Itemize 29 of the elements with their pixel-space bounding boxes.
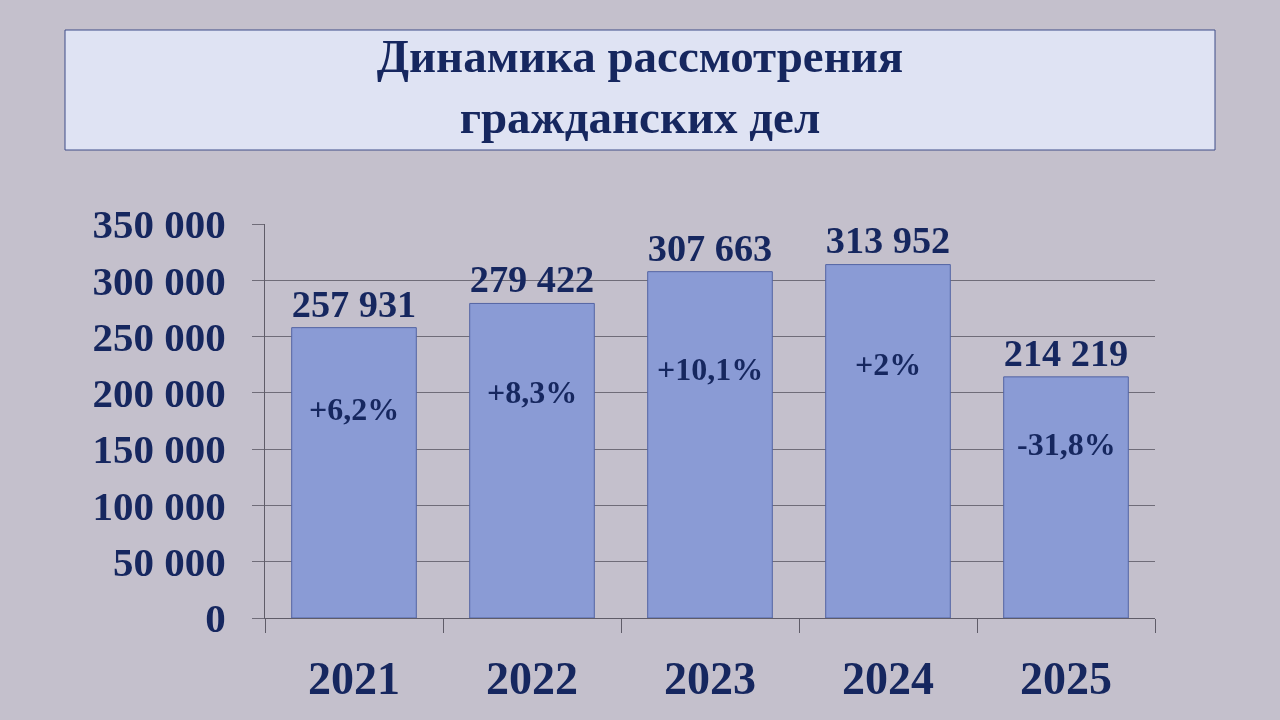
bar	[647, 271, 773, 618]
y-tick-label: 300 000	[92, 257, 226, 304]
bar	[825, 264, 951, 618]
bar	[291, 327, 417, 618]
x-tick-label: 2022	[486, 653, 578, 705]
annotation: +10,1%	[657, 351, 764, 387]
bar	[1003, 376, 1129, 618]
data-label: 313 952	[825, 219, 951, 262]
y-tick-label: 50 000	[113, 539, 226, 586]
y-tick-label: 250 000	[92, 313, 226, 360]
y-tick-label: 0	[205, 595, 226, 642]
annotation: +2%	[855, 346, 922, 382]
x-tick-label: 2024	[842, 653, 934, 705]
y-tick-label: 150 000	[92, 426, 226, 473]
y-tick-label: 350 000	[92, 201, 226, 248]
annotation: -31,8%	[1017, 426, 1116, 462]
data-label: 257 931	[291, 282, 417, 325]
annotation: +6,2%	[309, 391, 400, 427]
x-tick-label: 2025	[1020, 653, 1112, 705]
x-tick-label: 2021	[308, 653, 400, 705]
y-tick-label: 200 000	[92, 370, 226, 417]
x-tick-label: 2023	[664, 653, 756, 705]
data-label: 279 422	[469, 258, 595, 301]
bar	[469, 302, 595, 618]
data-label: 214 219	[1003, 331, 1129, 374]
data-label: 307 663	[647, 226, 773, 269]
annotation: +8,3%	[487, 374, 578, 410]
y-tick-label: 100 000	[92, 482, 226, 529]
chart-title: Динамика рассмотрения гражданских дел	[376, 30, 904, 144]
